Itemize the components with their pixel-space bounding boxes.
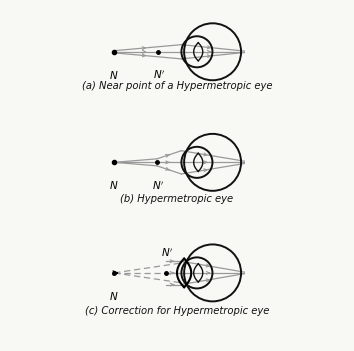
Text: $N$: $N$ — [109, 68, 119, 81]
Text: (a) Near point of a Hypermetropic eye: (a) Near point of a Hypermetropic eye — [82, 81, 272, 91]
Text: (b) Hypermetropic eye: (b) Hypermetropic eye — [120, 194, 234, 204]
Text: $N'$: $N'$ — [153, 68, 166, 81]
Text: $N$: $N$ — [109, 290, 119, 302]
Text: (c) Correction for Hypermetropic eye: (c) Correction for Hypermetropic eye — [85, 306, 269, 316]
Text: $N'$: $N'$ — [161, 246, 173, 259]
Text: $N$: $N$ — [109, 179, 119, 191]
Text: $N'$: $N'$ — [152, 179, 165, 192]
